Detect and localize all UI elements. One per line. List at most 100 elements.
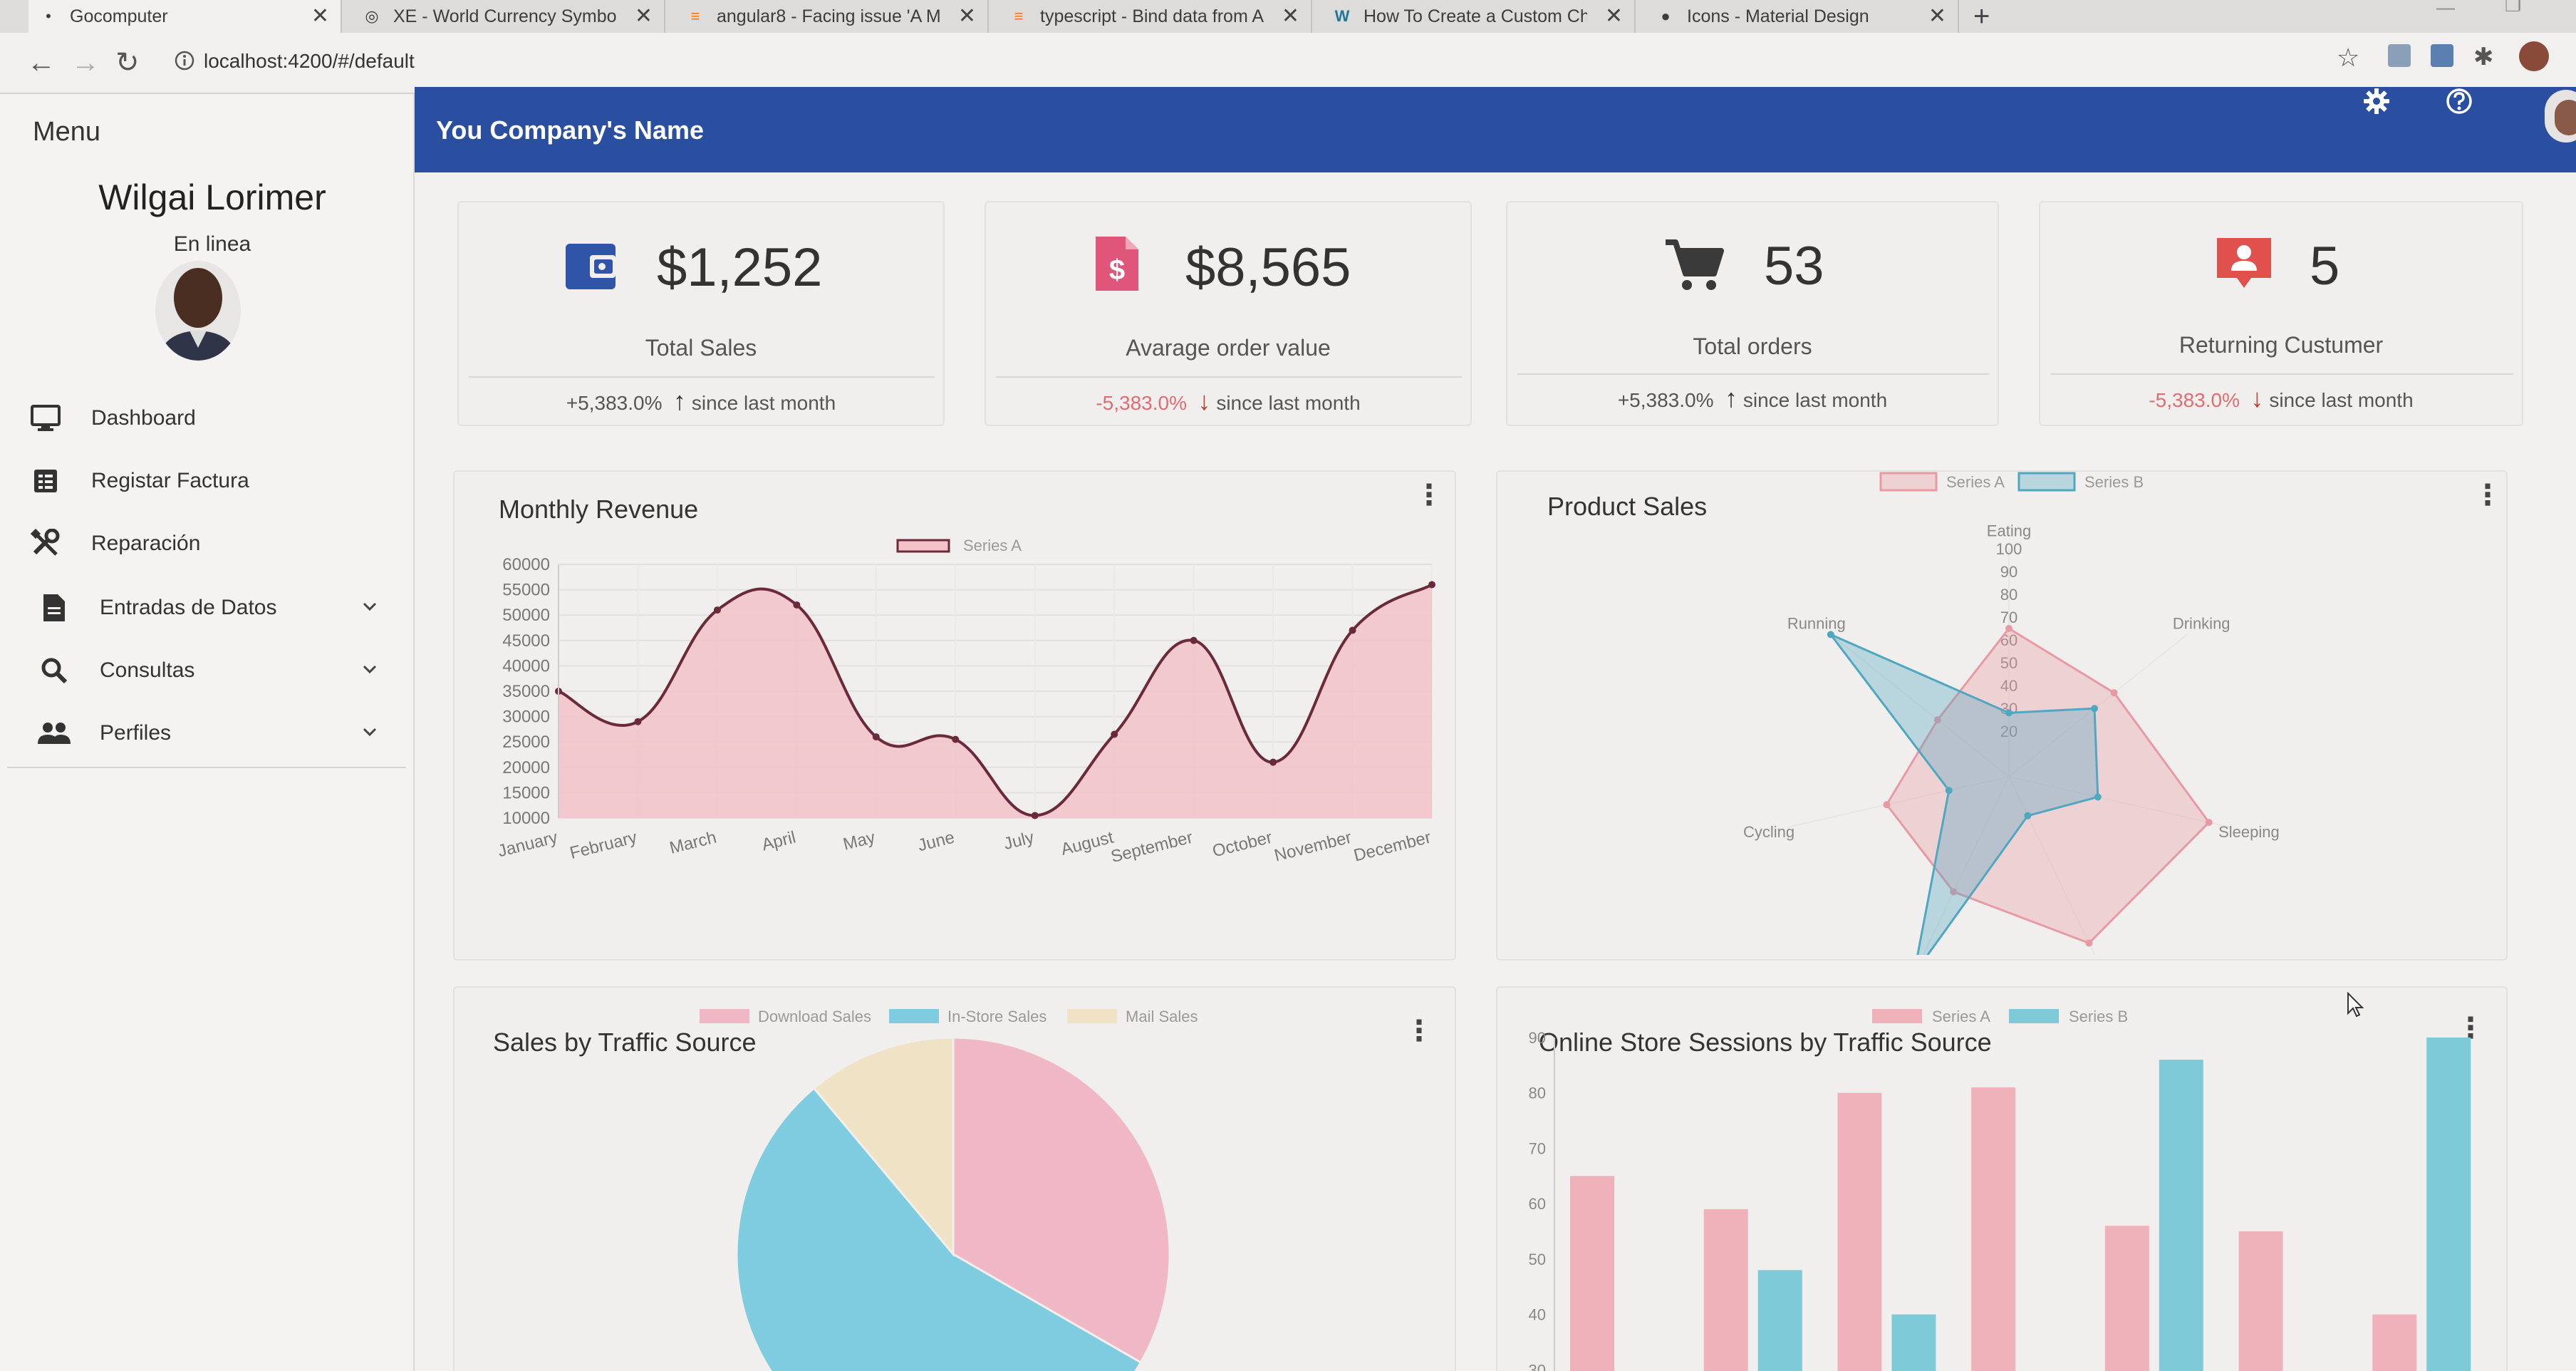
close-icon[interactable]: ✕ [1281, 4, 1299, 28]
y-tick-label: 60 [1529, 1195, 1546, 1213]
bullet-icon: • [46, 7, 51, 25]
bar [2238, 1231, 2283, 1371]
kpi-change-value: -5,383.0% [2149, 389, 2240, 411]
browser-tab[interactable]: ≡ angular8 - Facing issue 'A MatDa ✕ [675, 0, 989, 33]
x-tick-label: September [1109, 828, 1195, 867]
x-tick-label: October [1210, 828, 1274, 862]
close-icon[interactable]: ✕ [1928, 4, 1946, 28]
user-avatar [155, 261, 241, 361]
x-tick-label: January [496, 828, 559, 862]
close-icon[interactable]: ✕ [957, 4, 976, 28]
revenue-line [558, 583, 1433, 817]
y-tick-label: 30 [1529, 1361, 1546, 1371]
chevron-down-icon[interactable] [360, 597, 379, 616]
data-point [872, 733, 880, 741]
kpi-change-suffix: since last month [1743, 389, 1888, 411]
forward-button[interactable]: → [71, 47, 100, 78]
profile-avatar[interactable] [2519, 41, 2549, 71]
axis-label: Drinking [2173, 615, 2230, 633]
radar-spoke [2008, 633, 2188, 777]
puzzle-icon[interactable]: ✱ [2473, 43, 2494, 71]
close-icon[interactable]: ✕ [1604, 4, 1623, 28]
sidebar-item-perfiles[interactable]: Perfiles [0, 703, 406, 764]
store-sessions-chart: Series A Series B 30 40 50 60 70 80 90 [1529, 1008, 2471, 1371]
r-tick-label: 70 [2000, 609, 2017, 626]
kpi-label: Total orders [1693, 333, 1812, 359]
kpi-card-total-orders: 53 Total orders +5,383.0% ↑ since last m… [1506, 201, 1999, 426]
sidebar-item-reparacion[interactable]: Reparación [0, 513, 406, 574]
info-icon[interactable] [174, 50, 195, 71]
sidebar-item-entradas-de-datos[interactable]: Entradas de Datos [0, 577, 406, 638]
browser-tab[interactable]: • Gocomputer ✕ [28, 0, 342, 33]
kpi-change: -5,383.0% ↓ since last month [2040, 383, 2522, 413]
legend-swatch [2017, 472, 2076, 492]
gear-icon[interactable] [2362, 87, 2391, 115]
header-avatar[interactable] [2545, 90, 2576, 143]
browser-tab[interactable]: ● Icons - Material Design ✕ [1646, 0, 1959, 33]
x-tick-label: November [1272, 828, 1354, 866]
kpi-value: $8,565 [1185, 237, 1351, 298]
help-icon[interactable] [2445, 87, 2473, 115]
chevron-down-icon[interactable] [360, 660, 379, 678]
minimize-button[interactable]: — [2436, 0, 2455, 18]
legend-label: Series B [2069, 1008, 2128, 1025]
sidebar-item-dashboard[interactable]: Dashboard [0, 388, 406, 449]
y-tick-label: 45000 [502, 631, 550, 651]
restore-button[interactable]: ❐ [2505, 0, 2522, 16]
r-tick-label: 20 [2000, 723, 2017, 740]
dollar-file-icon: $ [1096, 237, 1138, 291]
extension-icon[interactable] [2388, 44, 2411, 67]
sidebar-item-label: Entradas de Datos [100, 596, 277, 619]
legend-swatch [1872, 1009, 1922, 1023]
app-header [415, 87, 2576, 172]
radar-point [1950, 888, 1958, 896]
x-tick-label: February [568, 828, 639, 863]
kpi-change: +5,383.0% ↑ since last month [1507, 383, 1998, 413]
kpi-divider [996, 376, 1462, 378]
legend-label: Mail Sales [1126, 1008, 1198, 1025]
sidebar-item-consultas[interactable]: Consultas [0, 640, 406, 701]
radar-point [2110, 689, 2118, 697]
mouse-cursor-icon [2347, 992, 2364, 1018]
reload-button[interactable]: ↻ [115, 47, 140, 78]
y-tick-label: 90 [1529, 1029, 1546, 1047]
browser-tab[interactable]: ◎ XE - World Currency Symbols ✕ [352, 0, 665, 33]
bar [1757, 1270, 1802, 1371]
close-icon[interactable]: ✕ [634, 4, 653, 28]
back-button[interactable]: ← [27, 47, 56, 78]
y-tick-label: 70 [1529, 1139, 1546, 1157]
url-field[interactable]: localhost:4200/#/default [204, 50, 415, 72]
data-point [1349, 626, 1356, 634]
browser-tab[interactable]: ≡ typescript - Bind data from API t ✕ [999, 0, 1312, 33]
browser-tab[interactable]: W How To Create a Custom Checkl ✕ [1322, 0, 1636, 33]
close-icon[interactable]: ✕ [311, 4, 329, 28]
monitor-icon [0, 404, 91, 433]
tab-title: XE - World Currency Symbols [393, 6, 617, 26]
r-tick-label: 50 [2000, 654, 2017, 672]
kpi-value: 53 [1764, 236, 1824, 296]
bar [1971, 1087, 2016, 1371]
star-icon[interactable]: ☆ [2337, 43, 2360, 72]
legend-label: Download Sales [758, 1008, 871, 1025]
sidebar-item-registar-factura[interactable]: Registar Factura [0, 450, 406, 512]
radar-series [1827, 631, 2099, 955]
cart-icon [1666, 239, 1724, 290]
extension-icon[interactable] [2431, 44, 2453, 67]
new-tab-button[interactable]: + [1973, 1, 1990, 32]
y-tick-label: 20000 [502, 758, 550, 777]
stackoverflow-favicon-icon: ≡ [1014, 7, 1024, 25]
kpi-change-suffix: since last month [691, 392, 836, 414]
r-tick-label: 100 [1996, 540, 2022, 558]
w-favicon-icon: W [1334, 7, 1350, 25]
legend-swatch [2009, 1009, 2059, 1023]
data-point [1031, 812, 1039, 819]
legend-label: Series A [1932, 1008, 1990, 1025]
more-vert-icon[interactable]: ⋮ [1415, 480, 1443, 511]
document-icon [9, 593, 100, 623]
sidebar-divider [7, 767, 406, 768]
y-tick-label: 30000 [502, 708, 550, 727]
data-point [793, 601, 801, 609]
chevron-down-icon[interactable] [360, 723, 379, 741]
invoice-icon [0, 467, 91, 495]
